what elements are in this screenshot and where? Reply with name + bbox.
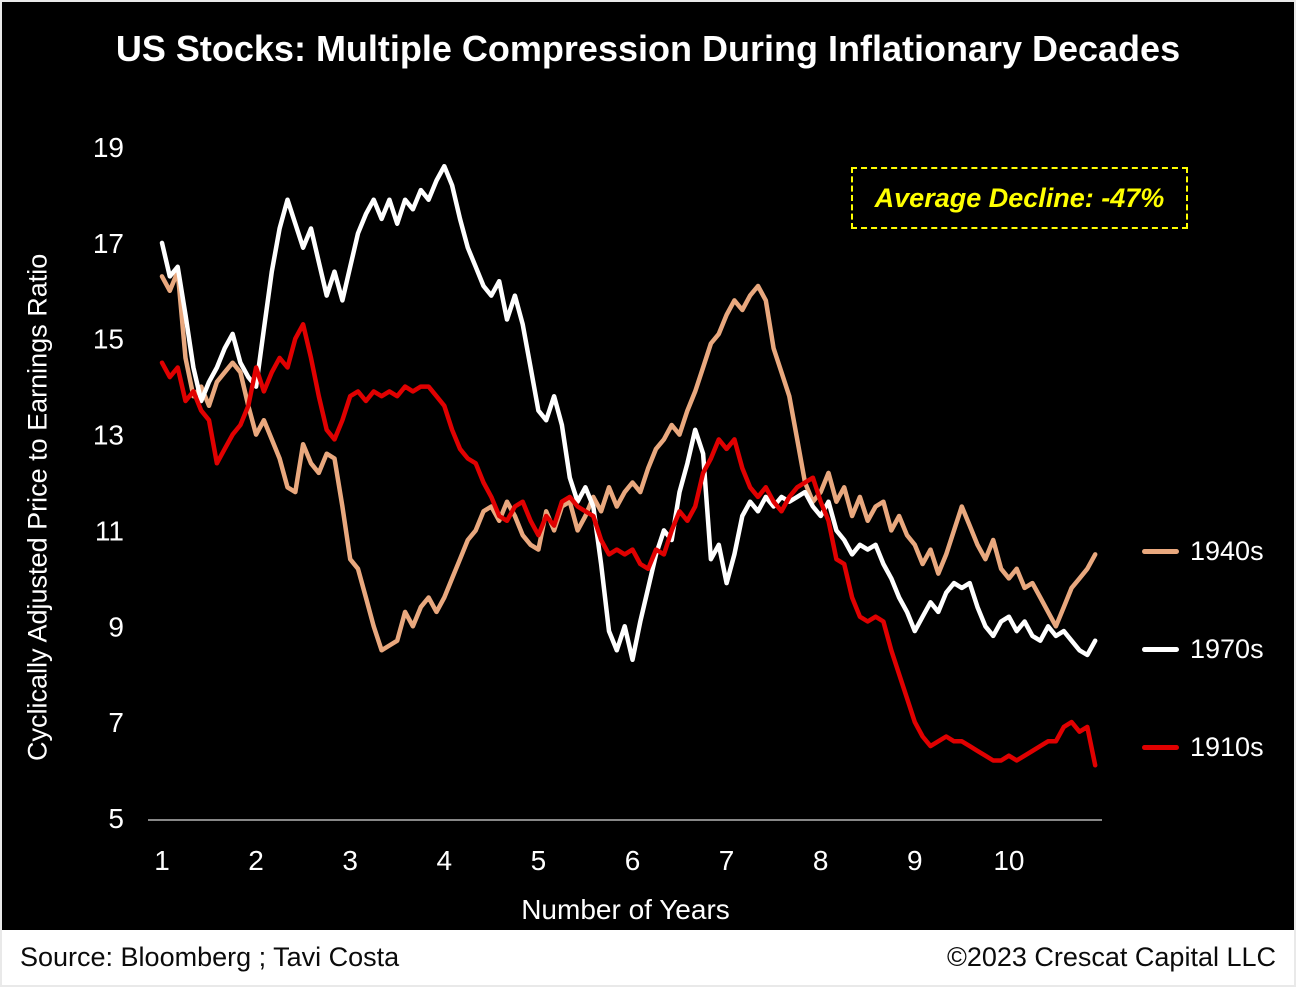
legend: 1940s 1970s 1910s xyxy=(1142,535,1292,832)
series-line-1940s xyxy=(159,269,1098,653)
x-tick-label: 10 xyxy=(993,845,1024,876)
legend-item-1940s: 1940s xyxy=(1142,535,1292,566)
y-tick-label: 19 xyxy=(93,132,124,163)
x-tick-label: 3 xyxy=(342,845,358,876)
y-axis-title: Cyclically Adjusted Price to Earnings Ra… xyxy=(22,253,53,761)
footer-bar: Source: Bloomberg ; Tavi Costa ©2023 Cre… xyxy=(2,930,1294,985)
annotation-box: Average Decline: -47% xyxy=(851,167,1188,229)
source-credit: Source: Bloomberg ; Tavi Costa xyxy=(20,942,400,972)
y-tick-label: 15 xyxy=(93,324,124,355)
series-line-1910s xyxy=(159,322,1098,768)
copyright-text: ©2023 Crescat Capital LLC xyxy=(946,942,1276,972)
y-tick-label: 17 xyxy=(93,228,124,259)
x-tick-label: 8 xyxy=(813,845,829,876)
x-tick-label: 2 xyxy=(248,845,264,876)
legend-label-1970s: 1970s xyxy=(1190,633,1264,664)
legend-swatch-1940s xyxy=(1142,548,1179,554)
x-tick-label: 5 xyxy=(531,845,547,876)
plot-svg: 5 7 9 11 13 15 17 19 1 2 3 4 5 6 7 8 9 10 xyxy=(93,132,1102,876)
y-tick-label: 9 xyxy=(108,611,124,642)
legend-item-1910s: 1910s xyxy=(1142,731,1292,762)
annotation-text: Average Decline: -47% xyxy=(874,182,1165,213)
x-tick-label: 9 xyxy=(907,845,923,876)
legend-swatch-1970s xyxy=(1142,646,1179,652)
chart-title: US Stocks: Multiple Compression During I… xyxy=(115,28,1181,69)
x-tick-label: 7 xyxy=(719,845,735,876)
legend-item-1970s: 1970s xyxy=(1142,633,1292,664)
y-tick-label: 11 xyxy=(95,515,124,546)
x-tick-label: 1 xyxy=(154,845,170,876)
y-tick-label: 7 xyxy=(108,707,124,738)
y-tick-label: 5 xyxy=(108,803,124,834)
series-line-1970s xyxy=(159,163,1098,663)
y-tick-label: 13 xyxy=(93,420,124,451)
legend-swatch-1910s xyxy=(1142,744,1179,750)
x-tick-label: 6 xyxy=(625,845,641,876)
x-axis-title: Number of Years xyxy=(521,894,730,925)
x-tick-label: 4 xyxy=(437,845,453,876)
legend-label-1910s: 1910s xyxy=(1190,731,1264,762)
legend-label-1940s: 1940s xyxy=(1190,535,1264,566)
